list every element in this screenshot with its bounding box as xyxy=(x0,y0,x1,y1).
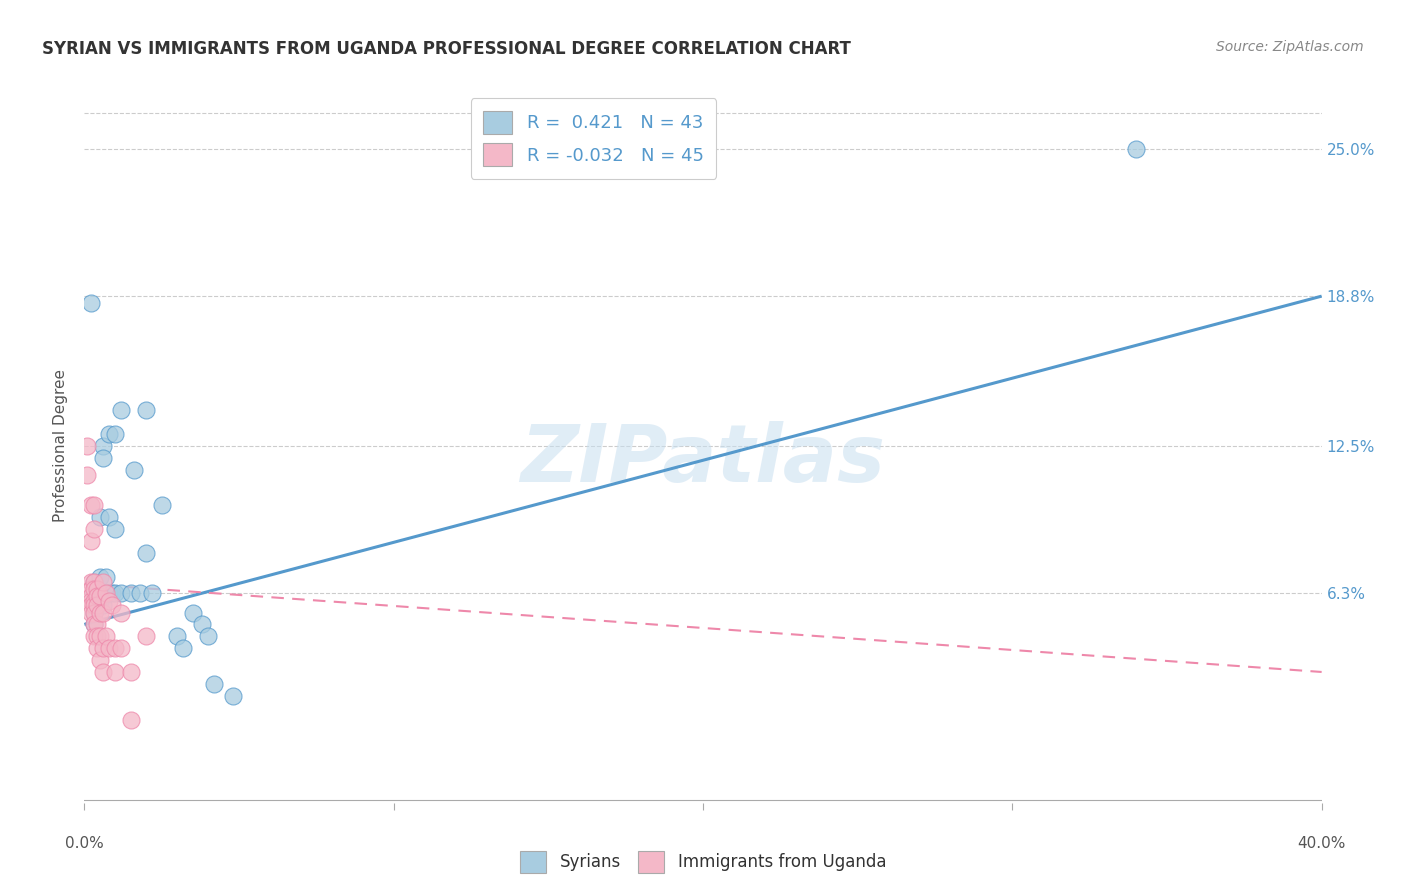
Point xyxy=(79,499,101,513)
Point xyxy=(98,427,121,442)
Point xyxy=(83,499,105,513)
Point xyxy=(79,534,101,549)
Point xyxy=(89,606,111,620)
Point xyxy=(86,617,108,632)
Point xyxy=(191,617,214,632)
Point xyxy=(79,606,101,620)
Point xyxy=(89,593,111,607)
Point xyxy=(98,641,121,656)
Point xyxy=(91,586,114,600)
Point xyxy=(83,606,105,620)
Point xyxy=(89,586,111,600)
Point xyxy=(110,403,132,417)
Point xyxy=(91,641,114,656)
Point xyxy=(94,570,117,584)
Legend: R =  0.421   N = 43, R = -0.032   N = 45: R = 0.421 N = 43, R = -0.032 N = 45 xyxy=(471,98,717,179)
Point xyxy=(86,599,108,613)
Point xyxy=(86,589,108,603)
Point xyxy=(86,629,108,643)
Point xyxy=(104,641,127,656)
Point xyxy=(76,467,98,482)
Point xyxy=(89,629,111,643)
Point xyxy=(86,582,108,596)
Point xyxy=(172,641,194,656)
Point xyxy=(83,522,105,536)
Point xyxy=(110,586,132,600)
Point xyxy=(98,586,121,600)
Point xyxy=(98,593,121,607)
Text: SYRIAN VS IMMIGRANTS FROM UGANDA PROFESSIONAL DEGREE CORRELATION CHART: SYRIAN VS IMMIGRANTS FROM UGANDA PROFESS… xyxy=(42,40,851,58)
Point xyxy=(197,629,219,643)
Point xyxy=(104,665,127,679)
Point xyxy=(89,653,111,667)
Point xyxy=(101,586,124,600)
Point xyxy=(83,574,105,589)
Point xyxy=(135,403,157,417)
Point xyxy=(101,599,124,613)
Point xyxy=(104,522,127,536)
Point xyxy=(104,427,127,442)
Point xyxy=(83,582,105,596)
Point xyxy=(83,574,105,589)
Point xyxy=(91,439,114,453)
Point xyxy=(91,606,114,620)
Point xyxy=(89,510,111,524)
Point xyxy=(94,586,117,600)
Point xyxy=(86,641,108,656)
Text: ZIPatlas: ZIPatlas xyxy=(520,421,886,500)
Point xyxy=(83,586,105,600)
Text: Source: ZipAtlas.com: Source: ZipAtlas.com xyxy=(1216,40,1364,54)
Point xyxy=(1125,142,1147,156)
Point xyxy=(79,574,101,589)
Point xyxy=(79,582,101,596)
Point xyxy=(98,510,121,524)
Point xyxy=(89,589,111,603)
Point xyxy=(83,617,105,632)
Point xyxy=(91,574,114,589)
Y-axis label: Professional Degree: Professional Degree xyxy=(53,369,69,523)
Point xyxy=(150,499,173,513)
Point xyxy=(135,629,157,643)
Point xyxy=(110,641,132,656)
Point xyxy=(141,586,163,600)
Point xyxy=(86,593,108,607)
Legend: Syrians, Immigrants from Uganda: Syrians, Immigrants from Uganda xyxy=(513,845,893,880)
Point xyxy=(79,599,101,613)
Point xyxy=(120,586,142,600)
Point xyxy=(91,599,114,613)
Point xyxy=(79,593,101,607)
Point xyxy=(166,629,188,643)
Point xyxy=(129,586,152,600)
Point xyxy=(83,599,105,613)
Point xyxy=(120,713,142,727)
Point xyxy=(79,589,101,603)
Point xyxy=(122,463,145,477)
Point xyxy=(91,665,114,679)
Text: 40.0%: 40.0% xyxy=(1298,836,1346,851)
Point xyxy=(110,606,132,620)
Point xyxy=(86,599,108,613)
Point xyxy=(79,296,101,310)
Point xyxy=(83,606,105,620)
Point xyxy=(120,665,142,679)
Point xyxy=(202,677,225,691)
Point xyxy=(91,450,114,465)
Point xyxy=(83,629,105,643)
Text: 0.0%: 0.0% xyxy=(65,836,104,851)
Point xyxy=(89,570,111,584)
Point xyxy=(135,546,157,560)
Point xyxy=(104,586,127,600)
Point xyxy=(76,439,98,453)
Point xyxy=(83,593,105,607)
Point xyxy=(222,689,245,703)
Point xyxy=(86,586,108,600)
Point xyxy=(181,606,204,620)
Point xyxy=(86,589,108,603)
Point xyxy=(94,629,117,643)
Point xyxy=(86,582,108,596)
Point xyxy=(83,617,105,632)
